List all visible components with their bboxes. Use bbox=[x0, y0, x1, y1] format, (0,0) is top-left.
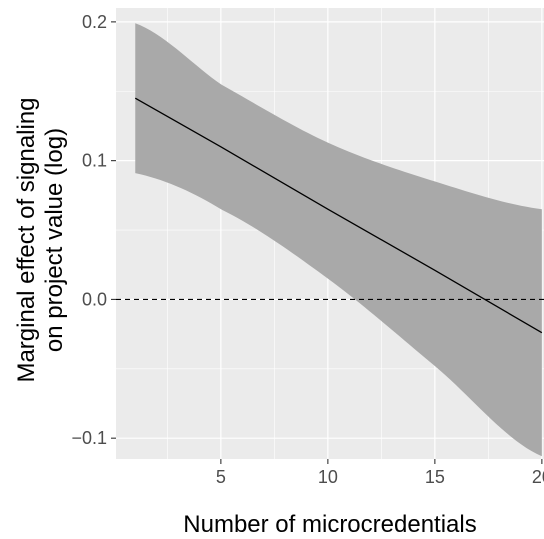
x-tick-label: 5 bbox=[216, 467, 226, 487]
y-tick-label: 0.0 bbox=[82, 289, 107, 309]
x-tick-label: 20 bbox=[532, 467, 544, 487]
x-axis-title: Number of microcredentials bbox=[183, 511, 476, 538]
y-axis-title-line-1: Marginal effect of signaling bbox=[13, 97, 40, 382]
effect-line bbox=[134, 97, 543, 334]
y-tick-label: 0.1 bbox=[82, 151, 107, 171]
x-tick-label: 10 bbox=[318, 467, 338, 487]
x-axis: 5 10 15 20 bbox=[216, 459, 544, 487]
y-axis: −0.1 0.0 0.1 0.2 bbox=[71, 12, 116, 448]
x-tick-label: 15 bbox=[425, 467, 445, 487]
confidence-ribbon bbox=[135, 23, 542, 457]
y-tick-label: −0.1 bbox=[71, 428, 107, 448]
y-axis-title: Marginal effect of signaling on project … bbox=[13, 97, 68, 382]
y-tick-label: 0.2 bbox=[82, 12, 107, 32]
y-axis-title-line-2: on project value (log) bbox=[41, 128, 68, 352]
